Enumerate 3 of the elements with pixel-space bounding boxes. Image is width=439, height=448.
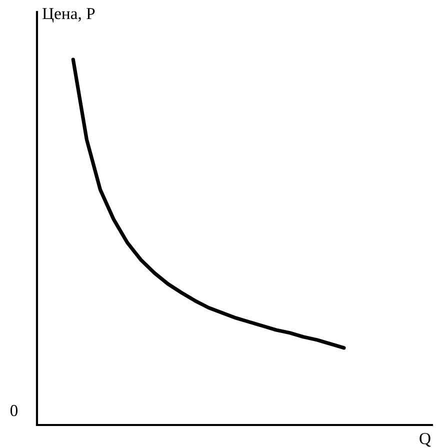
- x-axis-title: Q: [420, 432, 431, 447]
- text: 0: [10, 404, 18, 416]
- y-axis-title: Цена, P: [42, 8, 95, 23]
